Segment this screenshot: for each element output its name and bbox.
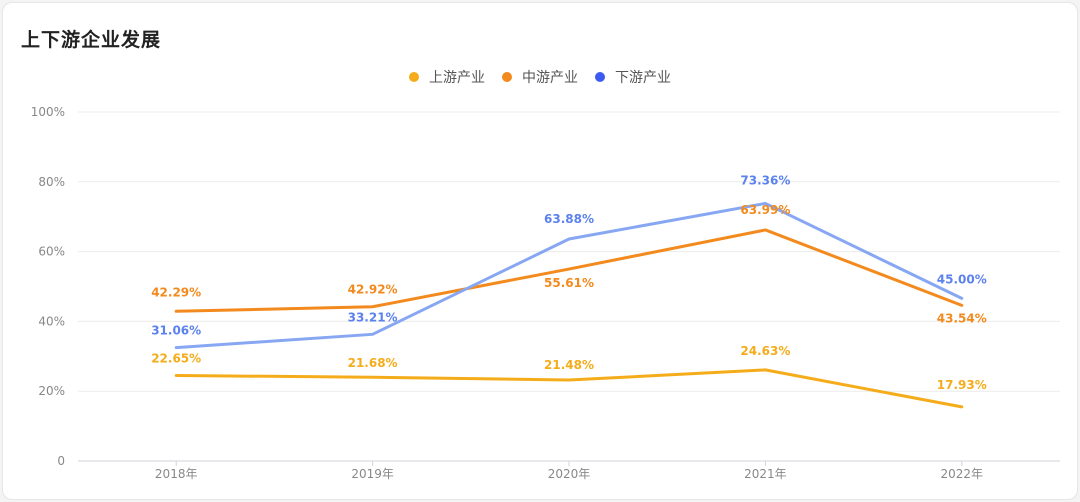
legend-marker[interactable] (409, 72, 419, 82)
chart-title: 上下游企业发展 (21, 29, 162, 51)
data-label: 43.54% (937, 311, 987, 325)
data-label: 42.92% (348, 283, 398, 297)
series-line[interactable] (174, 201, 964, 350)
data-label: 17.93% (937, 378, 987, 392)
data-label: 55.61% (544, 276, 594, 290)
x-tick-label: 2020年 (548, 467, 591, 481)
data-label: 42.29% (151, 285, 201, 299)
data-label: 22.65% (151, 351, 201, 365)
data-label: 21.48% (544, 358, 594, 372)
x-tick-label: 2022年 (941, 467, 984, 481)
y-tick-label: 20% (38, 384, 65, 398)
y-tick-label: 40% (38, 314, 65, 328)
data-label: 63.88% (544, 212, 594, 226)
data-label: 73.36% (740, 173, 790, 187)
legend-label[interactable]: 中游产业 (522, 70, 578, 86)
y-tick-label: 80% (38, 175, 65, 189)
y-tick-label: 100% (31, 105, 65, 119)
legend-label[interactable]: 下游产业 (615, 70, 671, 86)
x-tick-label: 2018年 (155, 467, 198, 481)
data-label: 21.68% (348, 356, 398, 370)
data-label: 31.06% (151, 324, 201, 338)
y-tick-label: 60% (38, 245, 65, 259)
data-label: 33.21% (348, 310, 398, 324)
x-tick-label: 2021年 (744, 467, 787, 481)
legend-marker[interactable] (595, 72, 605, 82)
x-tick-label: 2019年 (351, 467, 394, 481)
data-label: 24.63% (740, 344, 790, 358)
series-line[interactable] (174, 368, 964, 409)
data-label: 63.99% (740, 203, 790, 217)
series-line[interactable] (174, 228, 964, 313)
data-label: 45.00% (937, 272, 987, 286)
legend-marker[interactable] (502, 72, 512, 82)
y-tick-label: 0 (57, 454, 65, 468)
legend-label[interactable]: 上游产业 (429, 70, 485, 86)
